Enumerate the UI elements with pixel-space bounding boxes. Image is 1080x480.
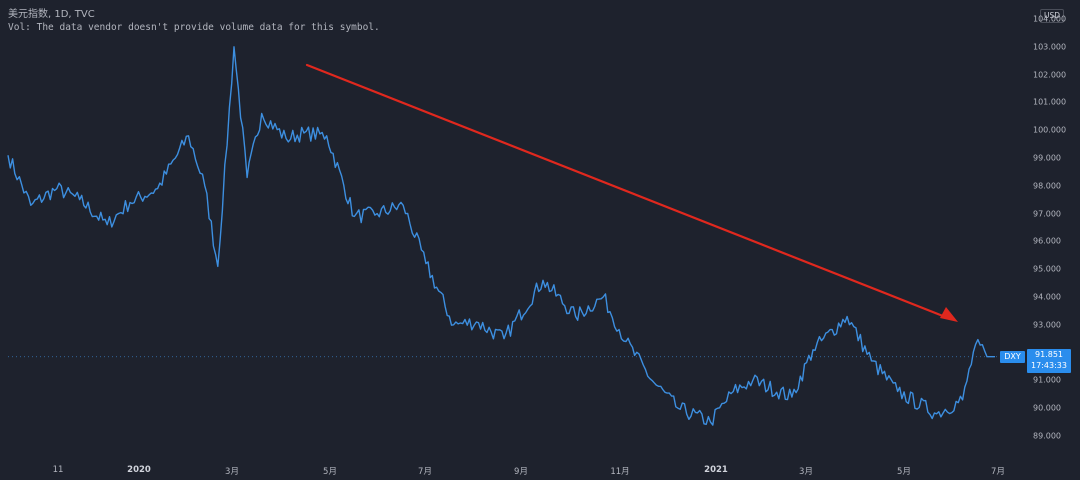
price-tick-label: 98.000 [1033, 181, 1061, 191]
time-tick-label: 5月 [323, 467, 337, 477]
price-tick-label: 100.000 [1033, 125, 1067, 135]
time-axis[interactable]: 11 2020 3月 5月 7月 9月 11月 2021 3月 5月 7月 [0, 460, 1025, 480]
price-tick-label: 90.000 [1033, 403, 1061, 413]
symbol-title[interactable]: 美元指数, 1D, TVC [8, 9, 95, 20]
trend-arrow-head [940, 307, 958, 322]
time-tick-label: 7月 [418, 467, 432, 477]
time-tick-label: 9月 [514, 467, 528, 477]
price-tick-label: 91.000 [1033, 375, 1061, 385]
time-tick-label: 2020 [127, 465, 151, 475]
price-label-box: 91.851 17:43:33 [1027, 349, 1071, 373]
price-tick-label: 89.000 [1033, 431, 1061, 441]
time-tick-label: 2021 [704, 465, 728, 475]
price-tick-label: 102.000 [1033, 70, 1067, 80]
trend-arrow [305, 63, 958, 322]
time-tick-label: 11月 [610, 467, 630, 477]
trend-arrow-shaft [305, 63, 950, 320]
price-tick-label: 95.000 [1033, 264, 1061, 274]
time-tick-label: 11 [52, 465, 64, 475]
price-tick-label: 97.000 [1033, 209, 1061, 219]
price-tick-label: 101.000 [1033, 97, 1067, 107]
volume-notice: Vol: The data vendor doesn't provide vol… [8, 22, 380, 33]
price-label-symbol: DXY [1000, 351, 1025, 363]
price-tick-label: 96.000 [1033, 236, 1061, 246]
price-label-time: 17:43:33 [1031, 361, 1067, 370]
currency-badge[interactable]: USD [1040, 9, 1064, 23]
time-tick-label: 7月 [991, 467, 1005, 477]
price-tick-label: 99.000 [1033, 153, 1061, 163]
price-tick-label: 94.000 [1033, 292, 1061, 302]
time-tick-label: 3月 [799, 467, 813, 477]
chart-header: 美元指数, 1D, TVC Vol: The data vendor doesn… [8, 8, 380, 34]
time-tick-label: 3月 [225, 467, 239, 477]
price-label-value: 91.851 [1035, 350, 1063, 359]
price-series-line [7, 46, 995, 426]
price-tick-label: 103.000 [1033, 42, 1067, 52]
time-tick-label: 5月 [897, 467, 911, 477]
price-tick-label: 93.000 [1033, 320, 1061, 330]
price-axis[interactable]: 104.000 103.000 102.000 101.000 100.000 99.00… [1025, 0, 1080, 480]
price-tick-label: 104.000 [1033, 14, 1067, 24]
